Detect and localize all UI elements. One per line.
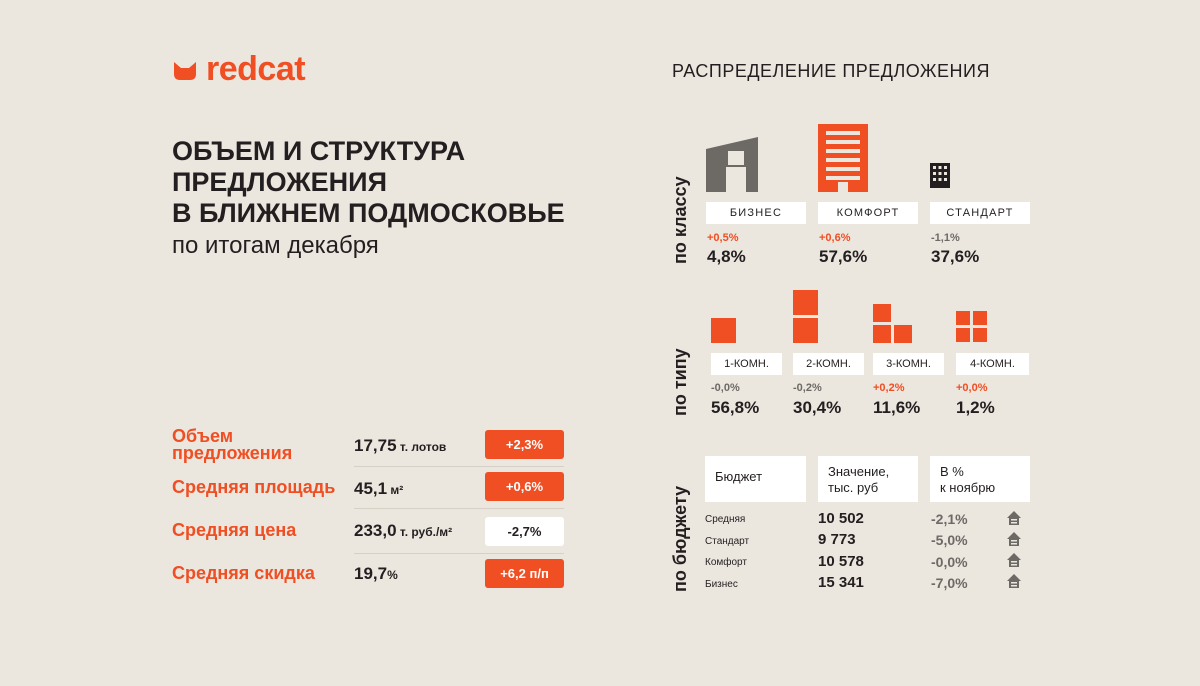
budget-row-value: 10 502 xyxy=(818,510,864,527)
budget-row-label: Комфорт xyxy=(705,557,747,568)
logo: redcat xyxy=(172,50,306,89)
class-share-business: 4,8% xyxy=(707,247,746,266)
type-chip-2: 2-КОМН. xyxy=(793,353,864,375)
budget-row-change: -2,1% xyxy=(931,511,968,527)
house-icon xyxy=(1007,574,1021,588)
budget-row-label: Бизнес xyxy=(705,579,738,590)
type-chip-3: 3-КОМН. xyxy=(873,353,944,375)
class-share-standard: 37,6% xyxy=(931,247,980,266)
stat-value-volume: 17,75 т. лотов xyxy=(354,436,446,456)
class-chip-standard: СТАНДАРТ xyxy=(930,202,1030,224)
distribution-title: РАСПРЕДЕЛЕНИЕ ПРЕДЛОЖЕНИЯ xyxy=(672,61,990,81)
type-chip-1: 1-КОМН. xyxy=(711,353,782,375)
standard-building-icon xyxy=(930,163,950,188)
three-room-icon xyxy=(873,304,912,343)
budget-row-value: 9 773 xyxy=(818,531,856,548)
stat-unit: т. руб./м² xyxy=(396,525,453,539)
stat-change-badge: +0,6% xyxy=(485,472,564,501)
header-line: тыс. руб xyxy=(828,480,879,495)
title-line-3: В БЛИЖНЕМ ПОДМОСКОВЬЕ xyxy=(172,198,565,228)
one-room-icon xyxy=(711,318,736,343)
budget-row-value: 10 578 xyxy=(818,553,864,570)
comfort-building-icon xyxy=(818,124,868,192)
stat-unit: % xyxy=(387,568,398,582)
class-chip-comfort: КОМФОРТ xyxy=(818,202,918,224)
class-share-comfort: 57,6% xyxy=(819,247,868,266)
class-chip-business: БИЗНЕС xyxy=(706,202,806,224)
type-change-2: -0,2% xyxy=(793,382,822,394)
type-share-4: 1,2% xyxy=(956,398,995,417)
house-icon xyxy=(1007,511,1021,525)
stat-number: 19,7 xyxy=(354,564,388,583)
type-chip-4: 4-КОМН. xyxy=(956,353,1029,375)
stat-number: 17,75 xyxy=(354,436,397,455)
page-title: ОБЪЕМ И СТРУКТУРА ПРЕДЛОЖЕНИЯ В БЛИЖНЕМ … xyxy=(172,136,565,229)
stat-label-volume: Объем предложения xyxy=(172,426,293,463)
brand-name: redcat xyxy=(206,50,306,88)
type-change-3: +0,2% xyxy=(873,382,905,394)
type-share-3: 11,6% xyxy=(873,398,921,417)
title-line-1: ОБЪЕМ И СТРУКТУРА xyxy=(172,136,466,166)
stat-value-area: 45,1 м² xyxy=(354,479,403,499)
title-line-2: ПРЕДЛОЖЕНИЯ xyxy=(172,167,387,197)
class-change-comfort: +0,6% xyxy=(819,232,851,244)
stat-unit: т. лотов xyxy=(396,440,447,454)
stat-change-badge: +2,3% xyxy=(485,430,564,459)
budget-row-label: Стандарт xyxy=(705,536,750,547)
type-change-4: +0,0% xyxy=(956,382,988,394)
budget-row-change: -5,0% xyxy=(931,532,968,548)
stat-number: 45,1 xyxy=(354,479,388,498)
header-line: В % xyxy=(940,464,964,479)
budget-row-change: -7,0% xyxy=(931,575,968,591)
divider xyxy=(354,553,564,554)
stat-label-price: Средняя цена xyxy=(172,520,297,540)
header-line: к ноябрю xyxy=(940,480,996,495)
stat-label-volume-line1: Объем xyxy=(172,426,234,446)
stat-change-badge: +6,2 п/п xyxy=(485,559,564,588)
stat-change-badge: -2,7% xyxy=(485,517,564,546)
stat-value-discount: 19,7% xyxy=(354,564,398,584)
stat-value-price: 233,0 т. руб./м² xyxy=(354,521,452,541)
budget-header-value: Значение, тыс. руб xyxy=(818,456,918,502)
axis-label-type: по типу xyxy=(670,348,690,416)
type-share-1: 56,8% xyxy=(711,398,760,417)
page-subtitle: по итогам декабря xyxy=(172,232,379,259)
four-room-icon xyxy=(956,311,987,342)
type-share-2: 30,4% xyxy=(793,398,842,417)
type-change-1: -0,0% xyxy=(711,382,740,394)
budget-row-label: Средняя xyxy=(705,514,746,525)
stat-number: 233,0 xyxy=(354,521,397,540)
class-change-standard: -1,1% xyxy=(931,232,960,244)
axis-label-class: по классу xyxy=(670,176,690,264)
budget-header-change: В % к ноябрю xyxy=(930,456,1030,502)
budget-header-label: Бюджет xyxy=(705,456,806,502)
stat-label-area: Средняя площадь xyxy=(172,477,336,497)
redcat-cat-icon xyxy=(174,61,196,80)
stat-label-discount: Средняя скидка xyxy=(172,563,315,583)
two-room-icon xyxy=(793,290,818,343)
divider xyxy=(354,466,564,467)
budget-row-value: 15 341 xyxy=(818,574,864,591)
header-line: Значение, xyxy=(828,464,890,479)
stat-label-volume-line2: предложения xyxy=(172,443,293,463)
business-building-icon xyxy=(706,137,758,192)
house-icon xyxy=(1007,532,1021,546)
class-change-business: +0,5% xyxy=(707,232,739,244)
stat-unit: м² xyxy=(387,483,404,497)
divider xyxy=(354,508,564,509)
house-icon xyxy=(1007,553,1021,567)
budget-row-change: -0,0% xyxy=(931,554,968,570)
axis-label-budget: по бюджету xyxy=(670,485,690,592)
